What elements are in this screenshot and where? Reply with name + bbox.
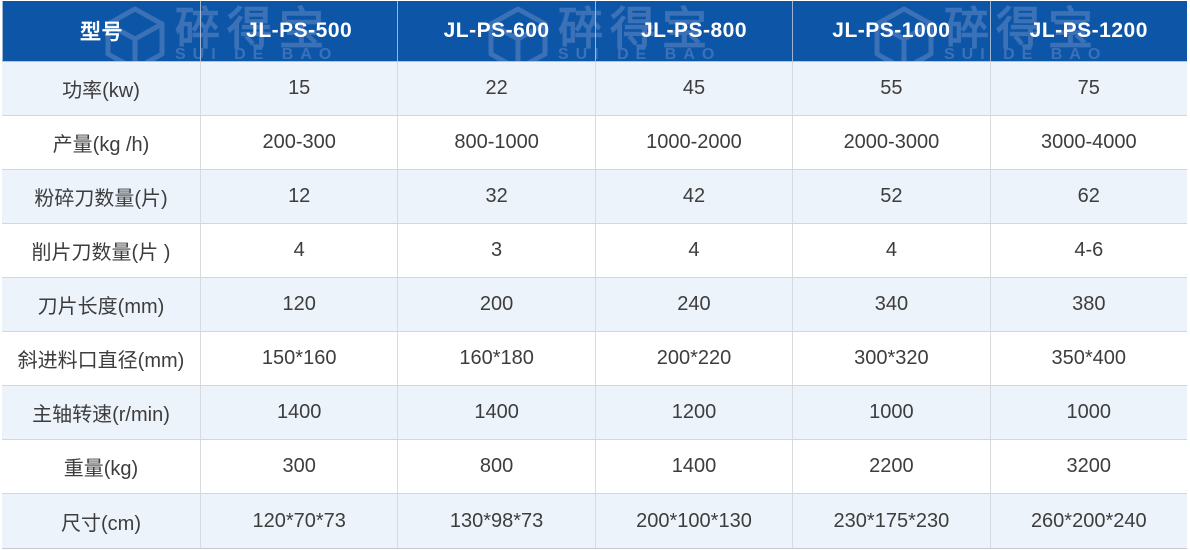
column-header-jl-ps-1200: JL-PS-1200 <box>989 1 1187 61</box>
table-cell: 32 <box>397 170 594 223</box>
table-cell: 160*180 <box>397 332 594 385</box>
table-row-output: 产量(kg /h) 200-300 800-1000 1000-2000 200… <box>2 116 1187 170</box>
table-cell: 12 <box>200 170 397 223</box>
table-row-blade-length: 刀片长度(mm) 120 200 240 340 380 <box>2 278 1187 332</box>
row-label: 产量(kg /h) <box>52 134 150 156</box>
table-cell: 15 <box>200 62 397 115</box>
table-row-weight: 重量(kg) 300 800 1400 2200 3200 <box>2 440 1187 494</box>
table-cell: 45 <box>594 62 792 115</box>
table-cell: 4 <box>200 224 397 277</box>
row-label: 粉碎刀数量(片) <box>34 188 168 210</box>
table-cell: 1000-2000 <box>594 116 792 169</box>
row-label: 功率(kw) <box>62 80 140 102</box>
row-label: 重量(kg) <box>63 458 139 480</box>
table-cell: 230*175*230 <box>792 494 989 548</box>
table-cell: 800 <box>397 440 594 493</box>
table-cell: 300*320 <box>792 332 989 385</box>
column-header-jl-ps-600: JL-PS-600 <box>397 1 594 61</box>
table-cell: 42 <box>594 170 792 223</box>
table-cell: 75 <box>989 62 1187 115</box>
table-cell: 340 <box>792 278 989 331</box>
row-label: 刀片长度(mm) <box>37 296 165 318</box>
column-header-jl-ps-800: JL-PS-800 <box>594 1 792 61</box>
table-cell: 3 <box>397 224 594 277</box>
row-label: 主轴转速(r/min) <box>32 404 170 426</box>
column-header-jl-ps-1000: JL-PS-1000 <box>792 1 989 61</box>
table-cell: 300 <box>200 440 397 493</box>
table-cell: 4 <box>594 224 792 277</box>
table-row-chipping-blades: 削片刀数量(片 ) 4 3 4 4 4-6 <box>2 224 1187 278</box>
table-cell: 4-6 <box>989 224 1187 277</box>
table-cell: 380 <box>989 278 1187 331</box>
table-cell: 260*200*240 <box>989 494 1187 548</box>
table-row-crushing-blades: 粉碎刀数量(片) 12 32 42 52 62 <box>2 170 1187 224</box>
column-header-jl-ps-500: JL-PS-500 <box>200 1 397 61</box>
table-cell: 200*100*130 <box>594 494 792 548</box>
table-cell: 55 <box>792 62 989 115</box>
table-row-inlet-diameter: 斜进料口直径(mm) 150*160 160*180 200*220 300*3… <box>2 332 1187 386</box>
table-cell: 22 <box>397 62 594 115</box>
row-label: 尺寸(cm) <box>61 512 141 535</box>
column-header-model-type: 型号 <box>2 1 200 61</box>
table-row-power: 功率(kw) 15 22 45 55 75 <box>2 62 1187 116</box>
table-cell: 240 <box>594 278 792 331</box>
table-cell: 1000 <box>792 386 989 439</box>
table-cell: 200-300 <box>200 116 397 169</box>
row-label: 削片刀数量(片 ) <box>31 242 171 264</box>
table-cell: 52 <box>792 170 989 223</box>
table-row-spindle-speed: 主轴转速(r/min) 1400 1400 1200 1000 1000 <box>2 386 1187 440</box>
table-cell: 1400 <box>200 386 397 439</box>
row-label: 斜进料口直径(mm) <box>17 350 185 372</box>
table-cell: 1000 <box>989 386 1187 439</box>
table-cell: 130*98*73 <box>397 494 594 548</box>
table-cell: 150*160 <box>200 332 397 385</box>
table-cell: 120 <box>200 278 397 331</box>
table-cell: 200 <box>397 278 594 331</box>
table-row-dimensions: 尺寸(cm) 120*70*73 130*98*73 200*100*130 2… <box>2 494 1187 548</box>
table-cell: 1400 <box>397 386 594 439</box>
table-cell: 2200 <box>792 440 989 493</box>
table-cell: 2000-3000 <box>792 116 989 169</box>
table-cell: 3200 <box>989 440 1187 493</box>
table-cell: 4 <box>792 224 989 277</box>
table-header-row: 碎得宝 SUI DE BAO 碎得宝 SUI DE BAO 碎得宝 SUI DE… <box>2 1 1187 62</box>
table-cell: 1200 <box>594 386 792 439</box>
table-cell: 1400 <box>594 440 792 493</box>
table-cell: 120*70*73 <box>200 494 397 548</box>
table-cell: 800-1000 <box>397 116 594 169</box>
table-cell: 3000-4000 <box>989 116 1187 169</box>
table-cell: 350*400 <box>989 332 1187 385</box>
table-cell: 200*220 <box>594 332 792 385</box>
table-cell: 62 <box>989 170 1187 223</box>
